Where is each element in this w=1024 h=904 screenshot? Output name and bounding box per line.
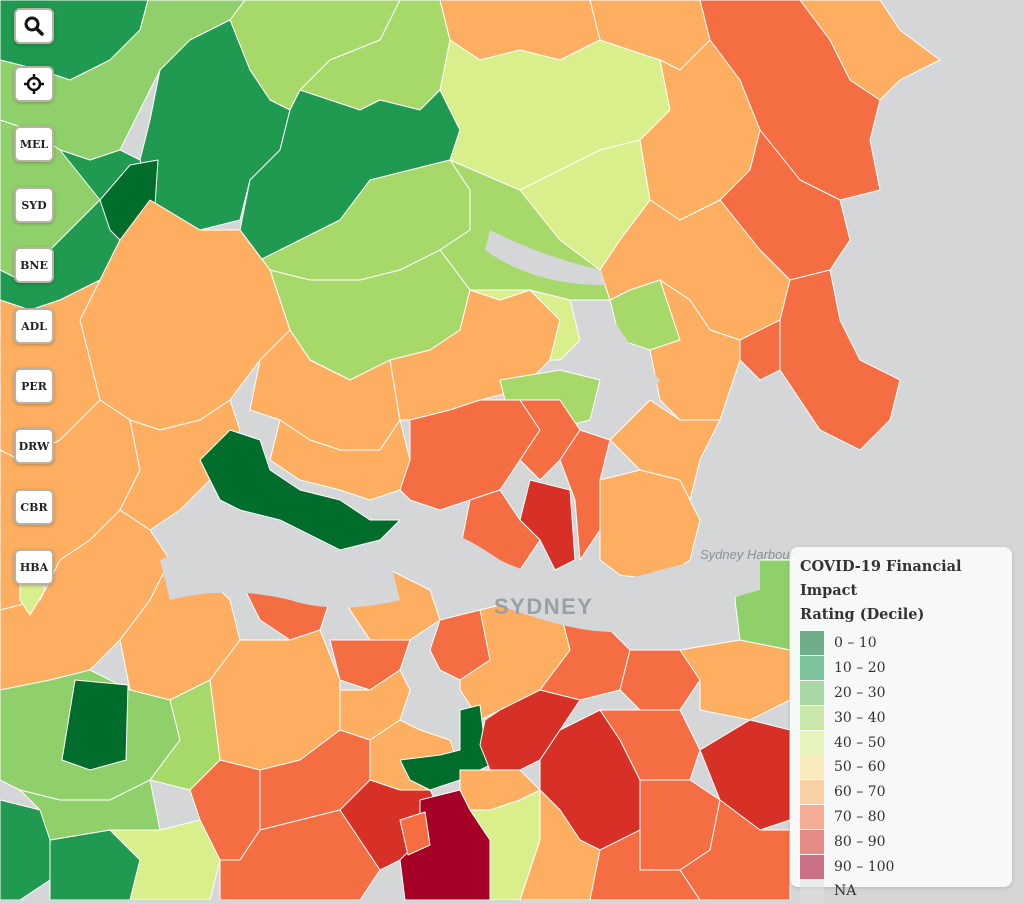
legend-label: 90 – 100 [834,858,895,875]
city-button-hba[interactable]: HBA [14,549,54,585]
legend: COVID-19 Financial Impact Rating (Decile… [790,547,1012,904]
legend-item: 70 – 80 [800,804,1002,830]
legend-item: 50 – 60 [800,755,1002,780]
legend-label: 10 – 20 [834,660,886,677]
legend-swatch [800,656,824,681]
region[interactable] [799,0,941,101]
legend-label: NA [834,883,857,900]
legend-label: 80 – 90 [834,833,886,850]
city-button-mel[interactable]: MEL [14,126,54,162]
crosshair-icon [24,74,44,94]
region[interactable] [519,399,581,481]
legend-label: 50 – 60 [834,759,886,776]
city-button-adl[interactable]: ADL [14,308,54,344]
legend-label: 20 – 30 [834,684,886,701]
legend-label: 0 – 10 [834,635,877,652]
legend-label: 60 – 70 [834,784,886,801]
legend-item: 0 – 10 [800,631,1002,656]
region[interactable] [559,429,611,561]
legend-label: 70 – 80 [834,808,886,825]
legend-label: 30 – 40 [834,709,886,726]
legend-swatch [800,680,824,705]
legend-item: 60 – 70 [800,780,1002,805]
legend-swatch [800,631,824,656]
city-button-syd[interactable]: SYD [14,187,54,223]
region[interactable] [61,679,129,771]
search-icon [24,16,44,36]
legend-title-line1: COVID-19 Financial Impact [800,558,962,599]
city-button-bne[interactable]: BNE [14,247,54,283]
legend-swatch [800,854,824,879]
city-button-drw[interactable]: DRW [14,428,54,464]
region[interactable] [599,709,701,781]
legend-items: 0 – 10 10 – 20 20 – 30 30 – 40 40 – 50 50 – 6… [800,631,1002,904]
legend-item: 90 – 100 [800,854,1002,879]
legend-title: COVID-19 Financial Impact Rating (Decile… [800,555,1002,627]
harbour-water [400,527,760,633]
region[interactable] [199,429,401,551]
legend-swatch [800,829,824,854]
legend-item: NA [800,879,1002,904]
legend-swatch [800,780,824,805]
region[interactable] [479,689,581,771]
legend-item: 20 – 30 [800,680,1002,706]
city-button-per[interactable]: PER [14,368,54,404]
search-button[interactable] [14,8,54,44]
region[interactable] [609,399,721,501]
region[interactable] [519,789,601,900]
river-water [590,300,660,395]
legend-item: 30 – 40 [800,705,1002,730]
region[interactable] [469,289,581,361]
legend-swatch [800,879,824,904]
city-button-cbr[interactable]: CBR [14,489,54,525]
harbour-water [160,543,400,608]
region[interactable] [779,269,901,451]
region[interactable] [109,819,221,900]
legend-swatch [800,705,824,730]
region[interactable] [679,799,791,900]
legend-swatch [800,755,824,780]
river-water [485,230,605,285]
legend-item: 40 – 50 [800,730,1002,755]
legend-label: 40 – 50 [834,734,886,751]
legend-title-line2: Rating (Decile) [800,606,925,623]
legend-swatch [800,804,824,829]
legend-item: 10 – 20 [800,656,1002,681]
legend-swatch [800,730,824,755]
region[interactable] [399,811,431,856]
locate-button[interactable] [14,66,54,102]
legend-item: 80 – 90 [800,829,1002,854]
